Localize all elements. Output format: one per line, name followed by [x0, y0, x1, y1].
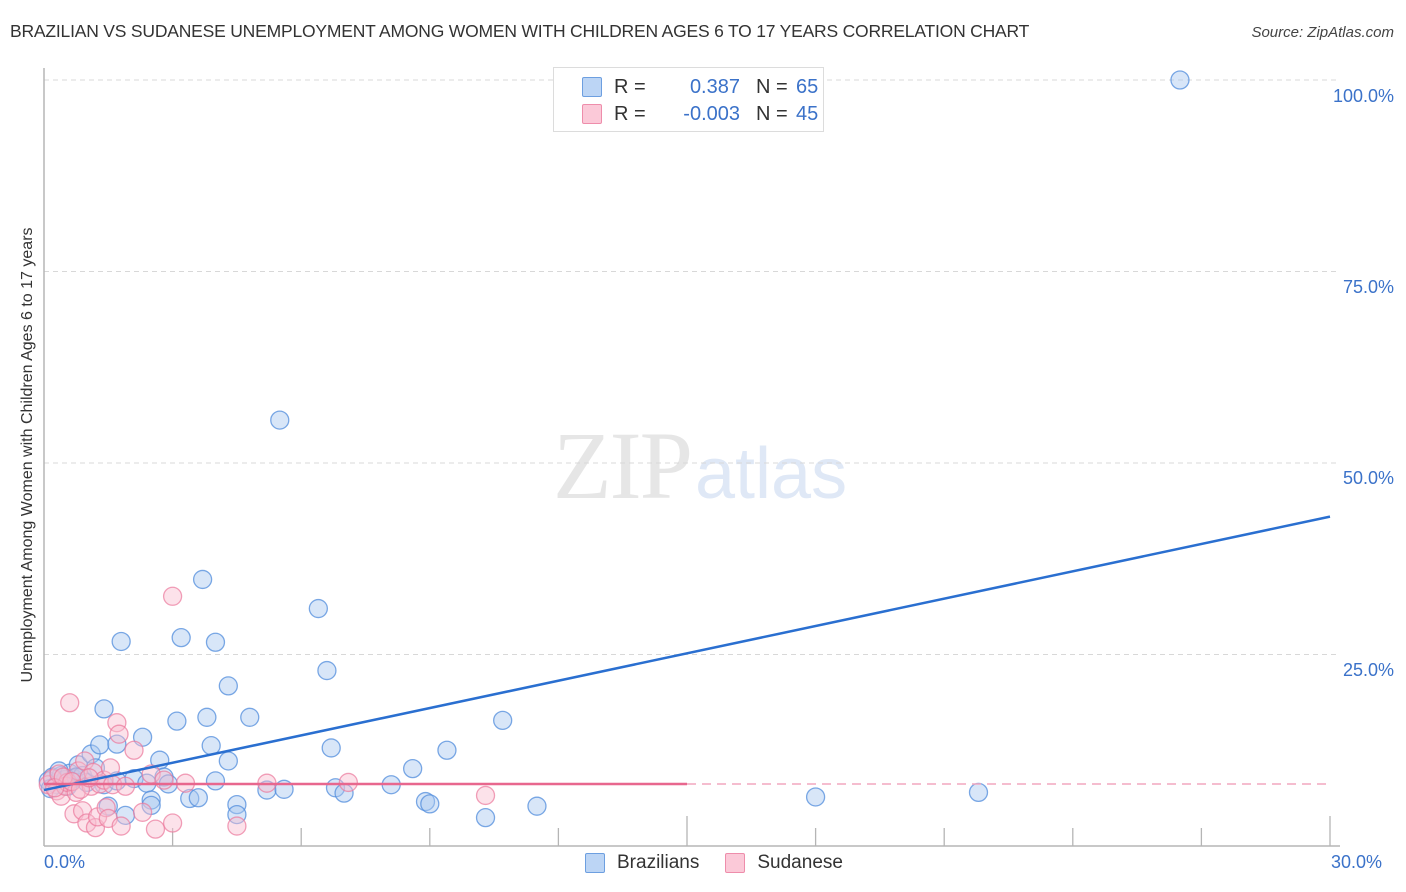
sudanese-point [111, 816, 131, 836]
r-label: R = [614, 75, 646, 98]
x-tick-0: 0.0% [44, 852, 86, 872]
brazilians-point [227, 804, 247, 825]
legend-label: Brazilians [617, 852, 700, 873]
sudanese-point [475, 785, 496, 806]
brazilians-point [227, 794, 247, 815]
n-value: 45 [796, 102, 819, 125]
gridlines [44, 79, 1340, 655]
brazilians-point [257, 780, 277, 800]
watermark-atlas: atlas [695, 434, 848, 514]
brazilians-point [111, 631, 131, 652]
brazilians-point [420, 794, 440, 814]
x-tick-30: 30.0% [1331, 852, 1383, 872]
y-tick-100: 100.0% [1332, 86, 1394, 106]
brazilians-point [218, 676, 238, 696]
legend-item-sudanese[interactable]: Sudanese [725, 852, 843, 874]
sudanese-point [115, 776, 136, 796]
legend-label: Sudanese [757, 852, 843, 873]
brazilians-point [968, 782, 989, 803]
legend-row-brazilians: R = 0.387 N = 65 [582, 74, 818, 100]
sudanese-point [145, 819, 166, 839]
legend-row-sudanese: R = -0.003 N = 45 [582, 101, 818, 127]
r-value: 0.387 [689, 75, 740, 98]
brazilians-point [317, 660, 337, 681]
watermark-zip: ZIP [553, 412, 693, 519]
n-label: N = [756, 75, 788, 98]
series-legend: Brazilians Sudanese [585, 852, 869, 874]
brazilians-swatch-icon [582, 77, 602, 97]
brazilians-trendline [43, 515, 1331, 792]
brazilians-point [270, 410, 290, 430]
r-value: -0.003 [683, 102, 740, 125]
brazilians-point [192, 569, 213, 590]
brazilians-point [475, 808, 496, 828]
brazilians-point [90, 735, 110, 755]
sudanese-swatch-icon [582, 104, 602, 124]
brazilians-swatch-icon [585, 853, 605, 873]
sudanese-point [124, 740, 144, 760]
correlation-legend: R = 0.387 N = 65 R = -0.003 N = 45 [553, 67, 824, 132]
brazilians-point [805, 787, 826, 807]
sudanese-point [162, 813, 183, 833]
sudanese-points [38, 586, 496, 839]
brazilians-point [197, 707, 217, 727]
brazilians-point [240, 707, 260, 727]
y-tick-50: 50.0% [1342, 468, 1394, 488]
sudanese-point [60, 693, 80, 713]
chart-title: BRAZILIAN VS SUDANESE UNEMPLOYMENT AMONG… [10, 21, 1030, 41]
sudanese-point [109, 724, 129, 744]
brazilians-point [94, 699, 114, 719]
watermark: ZIPatlas [553, 410, 847, 521]
brazilians-point [205, 771, 226, 791]
sudanese-point [132, 802, 153, 822]
brazilians-point [167, 711, 187, 731]
trend-lines [43, 515, 1331, 792]
n-label: N = [756, 102, 788, 125]
brazilians-point [171, 627, 191, 648]
brazilians-point [205, 632, 226, 652]
sudanese-swatch-icon [725, 853, 746, 873]
brazilians-point [437, 740, 457, 760]
brazilians-point [1170, 70, 1190, 90]
n-value: 65 [796, 75, 819, 98]
source-label: Source: ZipAtlas.com [1251, 24, 1394, 41]
sudanese-point [227, 816, 247, 836]
legend-item-brazilians[interactable]: Brazilians [585, 852, 699, 874]
brazilians-point [527, 796, 547, 816]
brazilians-points [38, 70, 1190, 828]
brazilians-point [321, 738, 341, 758]
brazilians-point [493, 710, 513, 731]
r-label: R = [614, 102, 646, 125]
brazilians-point [403, 758, 423, 779]
brazilians-point [188, 788, 208, 808]
brazilians-point [308, 598, 328, 619]
axes [43, 68, 1340, 847]
brazilians-point [218, 751, 238, 771]
y-tick-75: 75.0% [1342, 277, 1394, 297]
sudanese-point [338, 772, 359, 793]
y-tick-25: 25.0% [1342, 660, 1394, 680]
sudanese-point [154, 770, 174, 790]
sudanese-point [162, 586, 183, 606]
